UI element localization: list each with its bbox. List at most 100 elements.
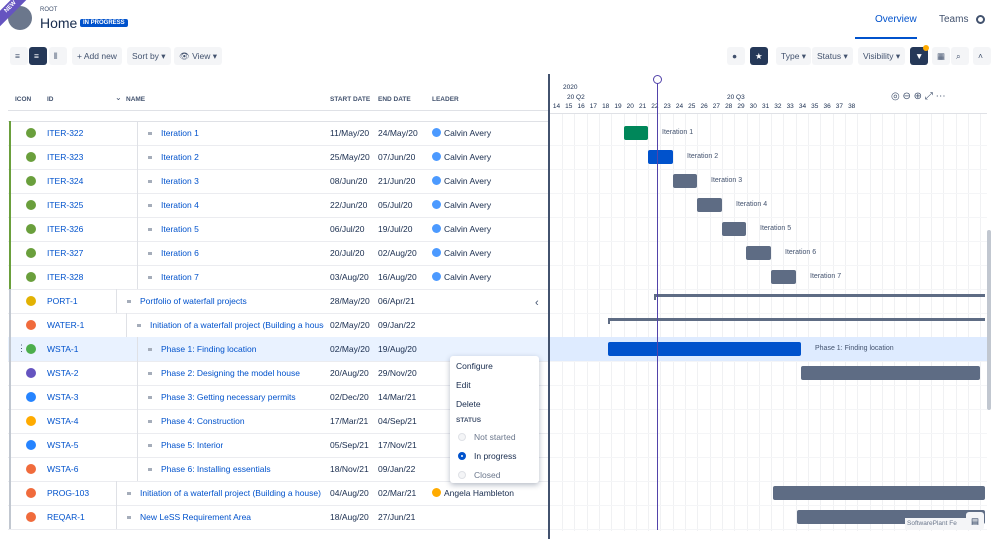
breadcrumb[interactable]: ROOT: [40, 7, 58, 13]
gantt-bar[interactable]: [722, 222, 746, 236]
issue-key[interactable]: WSTA-5: [47, 440, 79, 450]
gantt-bar[interactable]: [673, 174, 697, 188]
collapse[interactable]: ˄: [973, 47, 991, 65]
week: 17: [589, 103, 597, 110]
row-stripe: [9, 193, 11, 217]
week-grid: [931, 113, 932, 531]
issue-name[interactable]: Iteration 1: [161, 128, 199, 138]
issue-name[interactable]: Iteration 3: [161, 176, 199, 186]
tree-button[interactable]: ≡: [29, 47, 47, 65]
issue-name[interactable]: Phase 5: Interior: [161, 440, 224, 450]
collapse-arrow[interactable]: ‹: [535, 297, 539, 309]
gantt-bar[interactable]: [746, 246, 771, 260]
gantt-bar[interactable]: [608, 342, 801, 356]
radio[interactable]: [458, 433, 466, 441]
filter-button[interactable]: Visibility ▾: [858, 47, 906, 65]
week-grid: [709, 113, 711, 531]
issue-name[interactable]: Iteration 2: [161, 152, 199, 162]
issue-name[interactable]: Initiation of a waterfall project (Build…: [150, 320, 324, 330]
gantt-bar[interactable]: [773, 486, 985, 500]
issue-key[interactable]: ITER-326: [47, 224, 84, 234]
week-grid: [574, 113, 576, 531]
gantt-bar[interactable]: [648, 150, 673, 164]
issue-name[interactable]: Phase 2: Designing the model house: [161, 368, 300, 378]
gantt-bar[interactable]: [624, 126, 648, 140]
list-button[interactable]: ≡: [10, 47, 28, 65]
status-lozenge[interactable]: IN PROGRESS: [80, 19, 128, 27]
week: 16: [577, 103, 585, 110]
calendar[interactable]: ▦: [932, 47, 950, 65]
issue-name[interactable]: Iteration 4: [161, 200, 199, 210]
tree-line: [137, 193, 138, 217]
funnel-dot: [923, 45, 929, 51]
issue-name[interactable]: New LeSS Requirement Area: [140, 512, 252, 522]
watermark: SoftwarePlant Fe: [905, 518, 969, 529]
gantt-bar[interactable]: [771, 270, 796, 284]
header-line: [550, 113, 987, 114]
issue-name[interactable]: Iteration 5: [161, 224, 199, 234]
issue-key[interactable]: WSTA-3: [47, 392, 79, 402]
bar-label: Iteration 5: [760, 225, 792, 232]
quarter: 20 Q2: [567, 94, 585, 101]
issue-name[interactable]: Phase 6: Installing essentials: [161, 464, 271, 474]
issue-key[interactable]: ITER-325: [47, 200, 84, 210]
radio-label[interactable]: In progress: [474, 451, 517, 461]
issue-key[interactable]: PROG-103: [47, 488, 90, 498]
gantt-bar[interactable]: [801, 366, 980, 380]
search[interactable]: ⌕: [951, 47, 969, 65]
issue-key[interactable]: PORT-1: [47, 296, 78, 306]
sort-button[interactable]: Sort by ▾: [127, 47, 171, 65]
issue-key[interactable]: WATER-1: [47, 320, 85, 330]
radio-label[interactable]: Closed: [474, 470, 501, 480]
issue-name[interactable]: Phase 3: Getting necessary permits: [161, 392, 296, 402]
issue-name[interactable]: Portfolio of waterfall projects: [140, 296, 247, 306]
issue-name[interactable]: Iteration 7: [161, 272, 199, 282]
splitter[interactable]: [548, 74, 550, 539]
issue-key[interactable]: WSTA-6: [47, 464, 79, 474]
today-marker: [653, 75, 662, 84]
board-button[interactable]: ⫴: [49, 47, 67, 65]
issue-name[interactable]: Phase 1: Finding location: [161, 344, 257, 354]
tree-line: [137, 121, 138, 145]
issue-key[interactable]: WSTA-4: [47, 416, 79, 426]
tree-node: [148, 444, 152, 447]
summary-bar: [608, 318, 985, 321]
row-line: [550, 241, 987, 242]
radio-label[interactable]: Not started: [474, 432, 516, 442]
issue-key[interactable]: ITER-327: [47, 248, 84, 258]
issue-key[interactable]: ITER-328: [47, 272, 84, 282]
map-icon[interactable]: ▤: [966, 512, 984, 530]
menu-item[interactable]: Edit: [456, 380, 471, 390]
week-grid: [955, 113, 957, 531]
settings-icon[interactable]: [976, 15, 985, 24]
funnel[interactable]: ▼: [910, 47, 928, 65]
issue-key[interactable]: ITER-322: [47, 128, 84, 138]
star-filter[interactable]: ★: [750, 47, 768, 65]
view-button[interactable]: 👁 View ▾: [174, 47, 223, 65]
row-line: [550, 385, 987, 386]
column-header: ID: [47, 96, 54, 103]
issue-key[interactable]: WSTA-2: [47, 368, 79, 378]
add-button[interactable]: + Add new: [72, 47, 122, 65]
issue-name[interactable]: Iteration 6: [161, 248, 199, 258]
filter-button[interactable]: Status ▾: [812, 47, 853, 65]
issue-key[interactable]: WSTA-1: [47, 344, 79, 354]
row-line: [550, 169, 987, 170]
gantt-bar[interactable]: [697, 198, 722, 212]
issue-name[interactable]: Phase 4: Construction: [161, 416, 245, 426]
menu-item[interactable]: Configure: [456, 361, 493, 371]
tab[interactable]: Overview: [875, 14, 917, 25]
user-filter[interactable]: ●: [727, 47, 745, 65]
tab[interactable]: Teams: [939, 14, 969, 25]
issue-name[interactable]: Initiation of a waterfall project (Build…: [140, 488, 321, 498]
radio[interactable]: [458, 471, 466, 479]
start-date: 20/Aug/20: [330, 368, 369, 378]
issue-key[interactable]: ITER-323: [47, 152, 84, 162]
filter-button[interactable]: Type ▾: [776, 47, 812, 65]
menu-item[interactable]: Delete: [456, 399, 481, 409]
start-date: 18/Aug/20: [330, 512, 369, 522]
issue-key[interactable]: ITER-324: [47, 176, 84, 186]
issue-key[interactable]: REQAR-1: [47, 512, 85, 522]
radio[interactable]: [458, 452, 466, 460]
type-icon: [26, 344, 36, 354]
